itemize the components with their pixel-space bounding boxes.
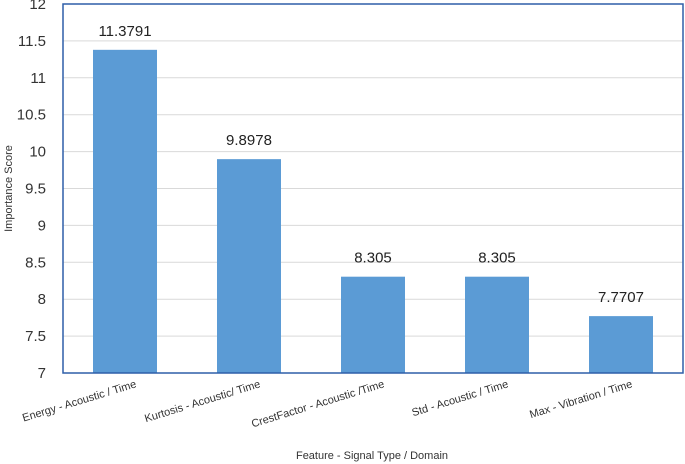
y-tick-label: 8.5	[25, 254, 46, 271]
y-axis-ticks: 7 7.5 8 8.5 9 9.5 10 10.5 11 11.5 12	[17, 0, 46, 382]
x-tick-label: Kurtosis - Acoustic/ Time	[143, 378, 262, 425]
y-tick-label: 10	[29, 144, 46, 161]
y-axis-title: Importance Score	[3, 145, 15, 232]
x-axis-ticks: Energy - Acoustic / Time Kurtosis - Acous…	[21, 378, 634, 430]
plot-border	[62, 3, 684, 374]
data-label: 7.7707	[598, 289, 644, 306]
data-labels: 11.3791 9.8978 8.305 8.305 7.7707	[98, 23, 644, 306]
bar	[589, 316, 653, 373]
y-tick-label: 10.5	[17, 107, 46, 124]
y-tick-label: 7	[38, 365, 46, 382]
y-tick-label: 11.5	[18, 33, 46, 50]
bar	[93, 49, 157, 373]
data-label: 11.3791	[98, 23, 151, 40]
x-tick-label: Energy - Acoustic / Time	[21, 378, 138, 424]
y-tick-label: 7.5	[25, 328, 46, 345]
bars	[93, 49, 653, 373]
y-tick-label: 11	[30, 70, 46, 87]
y-tick-label: 12	[29, 0, 46, 13]
y-tick-label: 9.5	[25, 181, 46, 198]
x-tick-label: Std - Acoustic / Time	[410, 378, 509, 419]
data-label: 8.305	[354, 250, 392, 267]
y-tick-label: 9	[38, 217, 46, 234]
x-tick-label: Max - Vibration / Time	[528, 378, 634, 421]
y-tick-label: 8	[38, 291, 46, 308]
bar	[341, 276, 405, 373]
x-tick-label: CrestFactor - Acoustic /Time	[250, 378, 386, 430]
bar	[465, 276, 529, 373]
bar	[217, 159, 281, 373]
data-label: 9.8978	[226, 132, 272, 149]
x-axis-title: Feature - Signal Type / Domain	[296, 450, 448, 462]
data-label: 8.305	[478, 250, 516, 267]
